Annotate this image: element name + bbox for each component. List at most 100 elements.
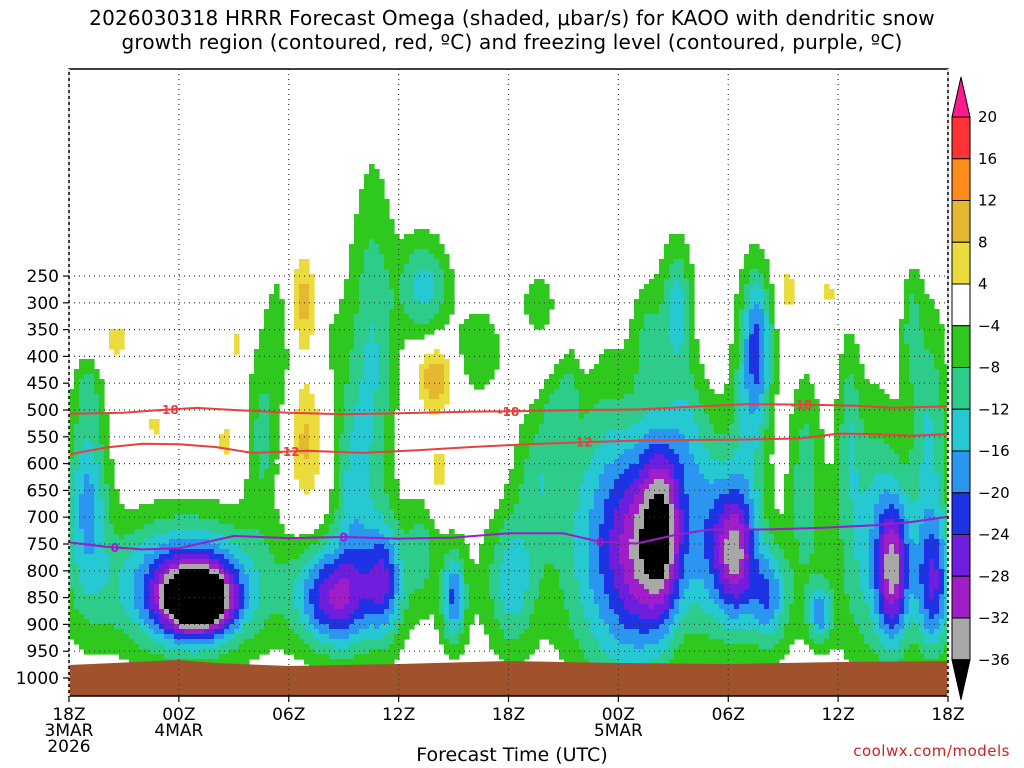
omega-cell bbox=[304, 384, 310, 390]
omega-cell bbox=[419, 229, 425, 235]
omega-cell bbox=[439, 249, 445, 255]
omega-cell bbox=[769, 294, 775, 300]
omega-cell bbox=[649, 329, 655, 335]
omega-cell bbox=[674, 429, 680, 435]
omega-cell bbox=[239, 504, 245, 510]
omega-cell bbox=[754, 364, 760, 370]
omega-cell bbox=[664, 439, 670, 445]
omega-cell bbox=[514, 454, 520, 460]
omega-cell bbox=[709, 489, 715, 495]
omega-cell bbox=[399, 279, 405, 285]
omega-cell bbox=[619, 369, 625, 375]
omega-cell bbox=[599, 444, 605, 450]
omega-cell bbox=[354, 424, 360, 430]
omega-cell bbox=[674, 464, 680, 470]
omega-cell bbox=[344, 454, 350, 460]
omega-cell bbox=[534, 429, 540, 435]
omega-cell bbox=[894, 424, 900, 430]
omega-cell bbox=[904, 314, 910, 320]
omega-cell bbox=[394, 344, 400, 350]
omega-cell bbox=[569, 379, 575, 385]
omega-cell bbox=[374, 264, 380, 270]
omega-cell bbox=[439, 314, 445, 320]
omega-cell bbox=[294, 304, 300, 310]
omega-cell bbox=[344, 374, 350, 380]
omega-cell bbox=[944, 454, 948, 460]
omega-cell bbox=[439, 389, 445, 395]
omega-cell bbox=[874, 504, 880, 510]
omega-cell bbox=[849, 429, 855, 435]
omega-cell bbox=[254, 444, 260, 450]
omega-cell bbox=[329, 489, 335, 495]
omega-cell bbox=[889, 499, 895, 505]
omega-cell bbox=[294, 269, 300, 275]
omega-cell bbox=[834, 399, 840, 405]
omega-cell bbox=[814, 444, 820, 450]
omega-cell bbox=[414, 304, 420, 310]
omega-cell bbox=[939, 429, 945, 435]
omega-cell bbox=[764, 494, 770, 500]
omega-cell bbox=[364, 304, 370, 310]
omega-cell bbox=[384, 484, 390, 490]
omega-cell bbox=[309, 329, 315, 335]
omega-cell bbox=[759, 454, 765, 460]
omega-cell bbox=[404, 249, 410, 255]
omega-cell bbox=[114, 494, 120, 500]
omega-cell bbox=[229, 514, 235, 520]
omega-cell bbox=[369, 164, 375, 170]
omega-cell bbox=[549, 509, 555, 515]
omega-cell bbox=[854, 499, 860, 505]
omega-cell bbox=[84, 369, 90, 375]
omega-cell bbox=[304, 264, 310, 270]
omega-cell bbox=[464, 349, 470, 355]
omega-cell bbox=[94, 489, 100, 495]
omega-cell bbox=[339, 474, 345, 480]
omega-cell bbox=[674, 454, 680, 460]
omega-cell bbox=[434, 259, 440, 265]
omega-cell bbox=[259, 379, 265, 385]
omega-cell bbox=[624, 509, 630, 515]
omega-cell bbox=[679, 474, 685, 480]
omega-cell bbox=[359, 269, 365, 275]
omega-cell bbox=[624, 484, 630, 490]
omega-cell bbox=[754, 374, 760, 380]
omega-cell bbox=[919, 449, 925, 455]
omega-cell bbox=[709, 394, 715, 400]
omega-cell bbox=[434, 239, 440, 245]
omega-cell bbox=[394, 319, 400, 325]
omega-cell bbox=[384, 374, 390, 380]
omega-cell bbox=[504, 504, 510, 510]
omega-cell bbox=[354, 259, 360, 265]
omega-cell bbox=[894, 499, 900, 505]
omega-cell bbox=[404, 309, 410, 315]
omega-cell bbox=[524, 444, 530, 450]
omega-cell bbox=[354, 404, 360, 410]
omega-cell bbox=[399, 324, 405, 330]
omega-cell bbox=[389, 439, 395, 445]
omega-cell bbox=[764, 334, 770, 340]
omega-cell bbox=[169, 509, 175, 515]
omega-cell bbox=[769, 369, 775, 375]
omega-cell bbox=[524, 424, 530, 430]
omega-cell bbox=[539, 439, 545, 445]
omega-cell bbox=[374, 319, 380, 325]
omega-cell bbox=[844, 409, 850, 415]
omega-cell bbox=[909, 484, 915, 490]
omega-cell bbox=[574, 384, 580, 390]
omega-cell bbox=[419, 299, 425, 305]
omega-cell bbox=[354, 344, 360, 350]
omega-cell bbox=[734, 444, 740, 450]
omega-cell bbox=[749, 494, 755, 500]
omega-cell bbox=[749, 414, 755, 420]
omega-cell bbox=[534, 309, 540, 315]
omega-cell bbox=[264, 419, 270, 425]
omega-cell bbox=[89, 474, 95, 480]
omega-cell bbox=[899, 374, 905, 380]
omega-cell bbox=[429, 384, 435, 390]
omega-cell bbox=[654, 309, 660, 315]
omega-cell bbox=[529, 419, 535, 425]
omega-cell bbox=[564, 379, 570, 385]
omega-cell bbox=[464, 339, 470, 345]
omega-cell bbox=[754, 484, 760, 490]
omega-cell bbox=[804, 379, 810, 385]
